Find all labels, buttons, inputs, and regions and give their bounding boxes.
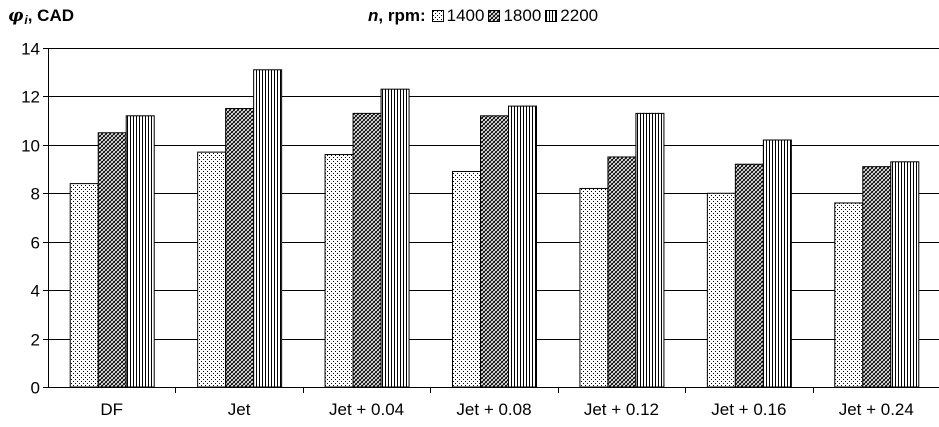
legend-label-2200: 2200 [560, 6, 599, 25]
y-tick-label: 8 [31, 185, 40, 204]
bar-1800-jet-0-08 [480, 115, 509, 388]
legend-swatch-vertical [545, 10, 558, 22]
bar-2200-jet-0-04 [380, 88, 410, 388]
x-tick-label: Jet + 0.24 [839, 400, 914, 419]
x-tick-label: Jet + 0.12 [584, 400, 659, 419]
bar-2200-jet-0-12 [635, 112, 665, 388]
bar-1800-df [97, 132, 127, 388]
legend-title-text: , rpm: [378, 6, 426, 25]
bar-1800-jet-0-04 [352, 112, 382, 388]
legend-item-1800: 1800 [488, 6, 541, 26]
bar-1800-jet-0-24 [862, 166, 892, 388]
legend: n, rpm: 1400 1800 2200 [368, 6, 602, 26]
bar-1400-jet [197, 151, 227, 388]
y-tick-label: 4 [31, 282, 40, 301]
legend-item-2200: 2200 [545, 6, 598, 26]
bar-1400-jet-0-08 [452, 170, 481, 388]
x-tick-label: DF [100, 400, 123, 419]
legend-label-1800: 1800 [503, 6, 542, 25]
y-tick-label: 0 [31, 379, 40, 398]
x-tick-label: Jet + 0.08 [456, 400, 531, 419]
y-tick-label: 14 [21, 40, 40, 59]
x-tick-label: Jet + 0.16 [711, 400, 786, 419]
bar-1400-df [69, 183, 99, 388]
legend-item-1400: 1400 [431, 6, 485, 26]
x-tick-label: Jet + 0.04 [329, 400, 404, 419]
bar-2200-jet-0-24 [890, 161, 920, 388]
legend-label-1400: 1400 [446, 6, 485, 25]
bar-2200-jet [253, 69, 283, 388]
y-tick-label: 12 [21, 88, 40, 107]
bar-2200-jet-0-16 [762, 139, 792, 388]
bar-1400-jet-0-04 [324, 154, 354, 388]
bar-2200-df [125, 115, 155, 388]
bar-1800-jet-0-12 [607, 156, 637, 388]
y-axis-symbol: φ [8, 6, 24, 26]
legend-swatch-diagonal [488, 10, 501, 22]
bars [69, 69, 920, 388]
y-axis-unit: , CAD [27, 6, 75, 25]
bar-1400-jet-0-12 [579, 187, 609, 388]
axes [43, 48, 939, 393]
bar-1800-jet [225, 108, 255, 388]
tick-labels: 0 2 4 6 8 10 12 14 DF Jet Jet + 0.04 Jet + 0.08 Jet … [21, 40, 914, 420]
legend-swatch-dots [431, 10, 444, 22]
y-axis-subscript: i [24, 13, 28, 27]
y-tick-label: 10 [21, 137, 40, 156]
y-tick-label: 6 [31, 234, 40, 253]
bar-1400-jet-0-24 [834, 202, 864, 388]
x-tick-label: Jet [228, 400, 251, 419]
legend-title-variable: n [368, 6, 379, 25]
legend-title: n, rpm: [368, 6, 426, 26]
bar-1400-jet-0-16 [706, 192, 736, 388]
y-tick-label: 2 [31, 331, 40, 350]
bar-2200-jet-0-08 [508, 105, 537, 388]
bar-1800-jet-0-16 [734, 163, 764, 388]
y-axis-label: φi, CAD [8, 6, 75, 27]
